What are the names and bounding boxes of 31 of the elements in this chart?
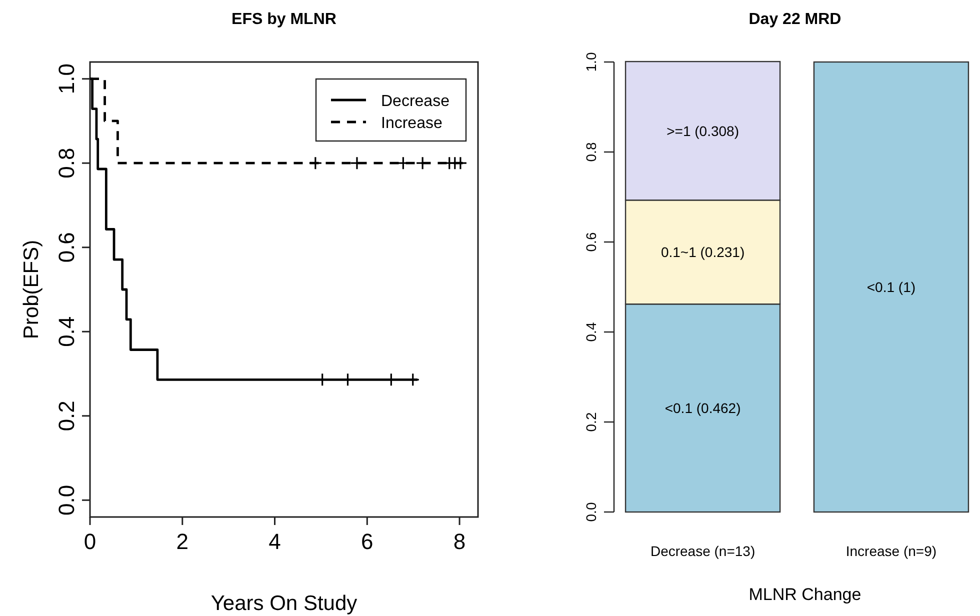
data-label: 0.1~1 (0.231) — [660, 244, 745, 260]
x-tick-label: Decrease (n=13) — [650, 543, 756, 559]
x-tick-label: 4 — [268, 529, 281, 554]
bar — [813, 61, 970, 513]
x-axis-title: MLNR Change — [748, 585, 862, 604]
chart-title: Day 22 MRD — [748, 11, 842, 28]
x-tick-label: 0 — [84, 529, 96, 554]
y-tick-label: 1.0 — [54, 64, 79, 94]
x-tick-label: 6 — [361, 529, 374, 554]
chart-title: EFS by MLNR — [232, 11, 337, 28]
data-label: <0.1 (0.462) — [664, 400, 741, 416]
x-tick-label: Increase (n=9) — [846, 543, 937, 559]
y-tick-label: 0.2 — [54, 400, 79, 432]
y-tick-label: 0.4 — [583, 322, 599, 342]
y-tick-label: 0.0 — [583, 502, 599, 522]
x-axis-title: Years On Study — [210, 592, 358, 615]
x-tick-label: 8 — [453, 529, 466, 554]
x-tick-label: 2 — [176, 529, 189, 554]
y-tick-label: 0.0 — [54, 484, 79, 516]
y-tick-label: 1.0 — [583, 52, 599, 72]
y-tick-label: 0.4 — [54, 316, 79, 347]
data-label: <0.1 (1) — [866, 279, 916, 295]
legend-label: Decrease — [381, 93, 450, 110]
y-tick-label: 0.6 — [54, 232, 79, 263]
y-tick-label: 0.6 — [583, 232, 599, 252]
y-axis-title: Prob(EFS) — [20, 240, 43, 340]
y-tick-label: 0.2 — [583, 412, 599, 432]
y-tick-label: 0.8 — [583, 142, 599, 162]
y-tick-label: 0.8 — [54, 148, 79, 178]
data-label: >=1 (0.308) — [666, 122, 739, 139]
legend-label: Increase — [381, 115, 442, 132]
